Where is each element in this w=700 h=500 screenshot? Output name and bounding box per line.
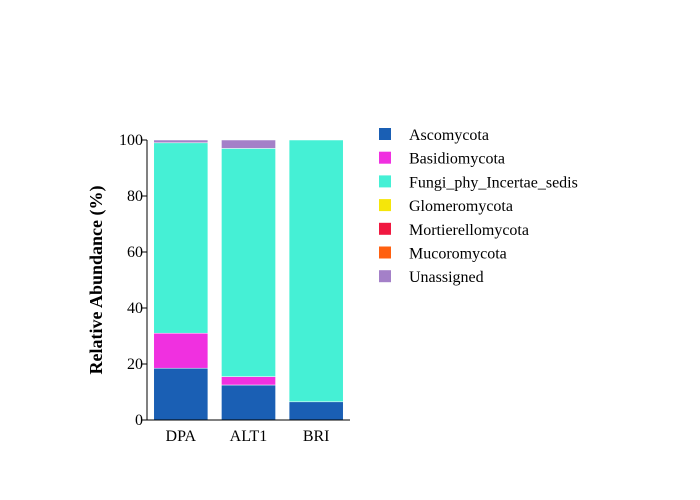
y-tick-label: 40 — [127, 300, 143, 317]
legend-label: Basidiomycota — [409, 151, 505, 168]
x-tick-label: BRI — [303, 428, 330, 445]
legend-label: Mortierellomycota — [409, 222, 529, 239]
y-tick-label: 60 — [127, 244, 143, 261]
legend-swatch — [379, 199, 391, 212]
bar-segment-alt1-ascomycota — [221, 384, 276, 421]
bar-segment-dpa-unassigned — [153, 139, 209, 144]
legend-label: Ascomycota — [409, 127, 489, 144]
legend: Ascomycota Basidiomycota Fungi_phy_Incerta… — [379, 127, 578, 286]
bar-segment-bri-fungi-phy-incertae-sedis — [288, 139, 344, 403]
y-axis-title: Relative Abundance (%) — [86, 185, 107, 374]
legend-label: Mucoromycota — [409, 246, 507, 263]
legend-label: Glomeromycota — [409, 198, 513, 215]
legend-label: Fungi_phy_Incertae_sedis — [409, 174, 578, 191]
y-tick-label: 0 — [135, 412, 143, 429]
bar-segment-bri-ascomycota — [288, 401, 344, 421]
y-tick-label: 80 — [127, 188, 143, 205]
x-tick-label: ALT1 — [230, 428, 268, 445]
legend-label: Unassigned — [409, 269, 484, 286]
x-tick-label: DPA — [166, 428, 197, 445]
bar-segment-alt1-unassigned — [221, 139, 276, 149]
legend-swatch — [379, 246, 391, 259]
y-axis-ticks: 0 20 40 60 80 100 — [119, 132, 147, 429]
legend-swatch — [379, 128, 391, 140]
bar-segment-alt1-fungi-phy-incertae-sedis — [221, 148, 276, 377]
legend-swatch — [379, 175, 391, 188]
bar-segment-dpa-fungi-phy-incertae-sedis — [153, 142, 209, 334]
legend-swatch — [379, 151, 391, 164]
plot-area — [153, 139, 344, 421]
x-axis-ticks: DPA ALT1 BRI — [166, 428, 330, 445]
legend-swatch — [379, 270, 391, 283]
y-tick-label: 20 — [127, 356, 143, 373]
bar-segment-dpa-basidiomycota — [153, 332, 209, 369]
bar-segment-dpa-ascomycota — [153, 367, 209, 421]
y-tick-label: 100 — [119, 132, 143, 149]
bar-segment-alt1-basidiomycota — [221, 376, 276, 386]
legend-swatch — [379, 222, 391, 235]
